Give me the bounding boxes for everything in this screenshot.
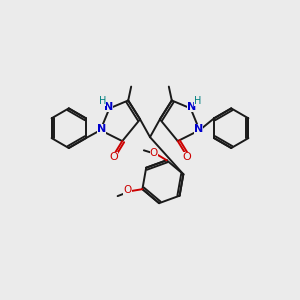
Text: N: N [194,124,203,134]
Text: O: O [182,152,191,162]
Text: N: N [97,124,106,134]
Text: H: H [194,97,201,106]
Text: H: H [99,97,106,106]
Text: O: O [150,148,158,158]
Text: N: N [187,102,196,112]
Text: N: N [104,102,113,112]
Text: O: O [109,152,118,162]
Text: O: O [123,185,132,195]
